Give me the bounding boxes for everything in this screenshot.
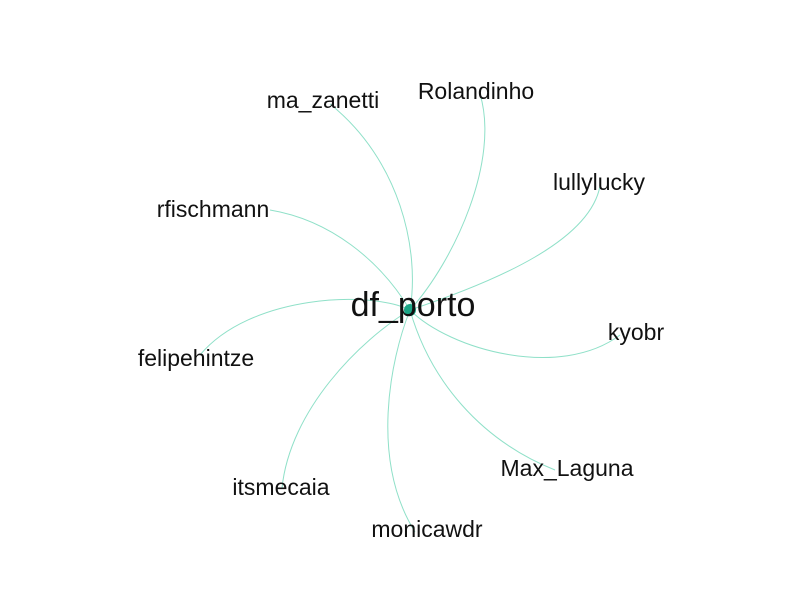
node-label-rolandinho: Rolandinho <box>418 78 534 104</box>
node-label-itsmecaia: itsmecaia <box>232 474 329 500</box>
node-label-felipehintze: felipehintze <box>138 345 254 371</box>
node-label-rfischmann: rfischmann <box>157 196 269 222</box>
edge-felipehintze <box>199 298 411 356</box>
node-label-monicawdr: monicawdr <box>371 516 483 542</box>
labels-group: df_porto ma_zanetti Rolandinho lullyluck… <box>138 78 665 542</box>
edge-ma_zanetti <box>329 103 413 311</box>
edge-kyobr <box>409 309 621 358</box>
hub-node-dot <box>404 304 416 316</box>
edge-lullylucky <box>409 185 601 311</box>
node-label-kyobr: kyobr <box>608 319 665 345</box>
edge-itsmecaia <box>281 309 411 489</box>
node-label-max_laguna: Max_Laguna <box>501 455 634 481</box>
node-label-lullylucky: lullylucky <box>553 169 646 195</box>
edge-max_laguna <box>409 309 556 471</box>
edges-group <box>199 93 621 533</box>
edge-rfischmann <box>269 209 411 311</box>
node-label-ma_zanetti: ma_zanetti <box>267 87 380 113</box>
edge-rolandinho <box>409 93 486 311</box>
edge-monicawdr <box>387 309 416 533</box>
hub-node-label: df_porto <box>351 286 476 324</box>
